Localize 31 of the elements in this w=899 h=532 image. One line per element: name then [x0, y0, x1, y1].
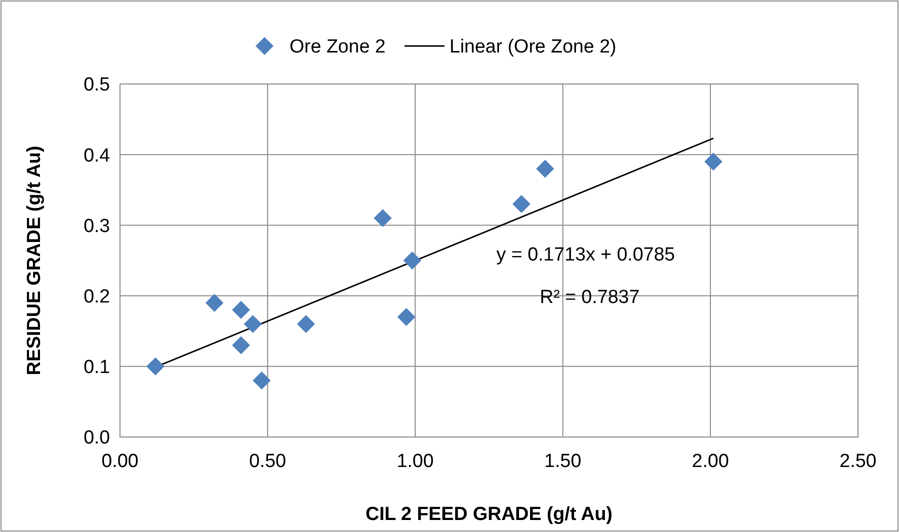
point — [232, 336, 250, 354]
x-axis-title: CIL 2 FEED GRADE (g/t Au) — [366, 504, 612, 525]
point — [374, 209, 392, 228]
point — [512, 195, 530, 214]
point — [403, 252, 422, 270]
point — [704, 152, 722, 171]
annotation: y = 0.1713x + 0.0785 — [496, 244, 675, 266]
x-tick-label: 0.50 — [249, 451, 286, 472]
point — [205, 294, 224, 312]
x-tick-label: 2.50 — [840, 451, 876, 472]
y-tick-label: 0.1 — [84, 357, 110, 378]
y-tick-label: 0.5 — [84, 74, 110, 96]
legend-label: Ore Zone 2 — [290, 36, 386, 58]
point — [252, 372, 271, 390]
point — [536, 160, 554, 178]
annotation: R² = 0.7837 — [540, 286, 640, 308]
y-axis-title: RESIDUE GRADE (g/t Au) — [24, 146, 45, 376]
legend-label: Linear (Ore Zone 2) — [450, 36, 616, 58]
point — [232, 300, 250, 319]
y-tick-label: 0.2 — [84, 286, 110, 308]
x-tick-label: 1.00 — [396, 451, 434, 472]
y-tick-label: 0.0 — [84, 428, 110, 449]
y-tick-label: 0.3 — [84, 216, 110, 237]
point — [397, 308, 416, 326]
point — [296, 315, 315, 334]
point — [244, 315, 262, 334]
y-tick-label: 0.4 — [84, 145, 110, 166]
x-tick-label: 0.00 — [102, 451, 138, 472]
x-tick-label: 2.00 — [692, 451, 729, 472]
x-tick-label: 1.50 — [544, 451, 582, 472]
point — [146, 357, 164, 376]
